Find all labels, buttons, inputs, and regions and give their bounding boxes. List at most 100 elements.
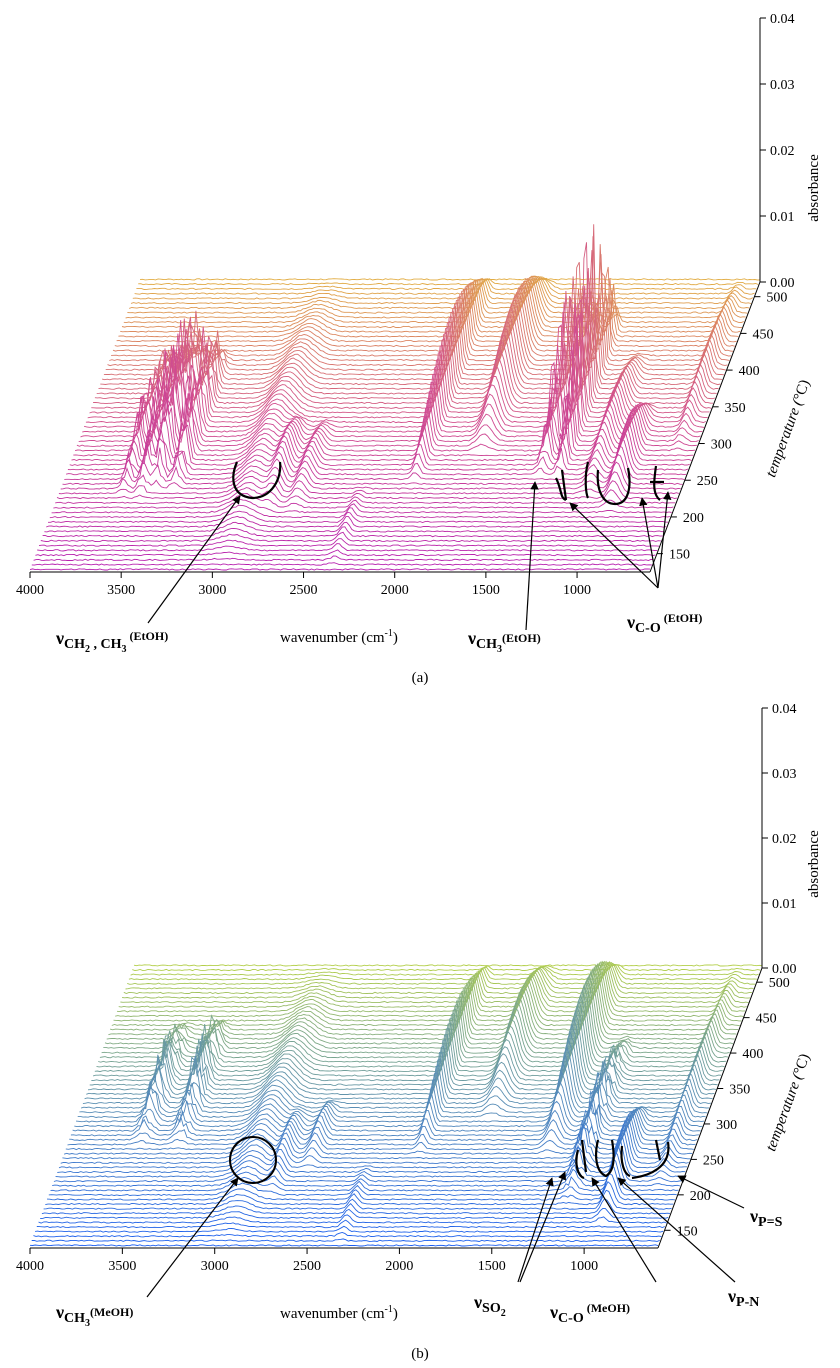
spectrum-line (130, 275, 752, 305)
spectrum-line (60, 1123, 689, 1164)
b-label-ch3: νCH3(MeOH) (55, 1302, 133, 1329)
a-xlabel: wavenumber (cm-1) (280, 628, 398, 646)
a-waterfall-surface (29, 224, 761, 571)
y-tick-label: 200 (690, 1189, 711, 1204)
spectrum-line (41, 1198, 670, 1215)
spectrum-line (132, 964, 761, 972)
spectrum-line (123, 276, 744, 324)
a-co-bracket-3 (650, 465, 664, 501)
spectrum-line (103, 976, 732, 1050)
spectrum-line (48, 1164, 677, 1197)
z-tick-label: 0.04 (772, 702, 797, 717)
spectrum-line (132, 275, 754, 300)
x-tick-label: 1500 (472, 583, 500, 598)
spectrum-line (70, 1101, 699, 1137)
spectrum-line (133, 964, 763, 967)
spectrum-line (40, 531, 661, 542)
spectrum-line (51, 498, 672, 514)
panel-b: 4000 3500 3000 2500 2000 1500 1000 150 200 250 300… (16, 702, 822, 1362)
spectrum-line (29, 1244, 659, 1247)
a-co-bracket-2 (596, 467, 631, 506)
spectrum-line (62, 1119, 691, 1160)
spectrum-line (35, 549, 656, 557)
spectrum-line (118, 960, 747, 1008)
spectrum-line (115, 961, 744, 1017)
spectrum-line (136, 277, 757, 290)
z-tick-label: 0.00 (772, 962, 797, 977)
spectrum-line (50, 1157, 679, 1192)
x-tick-label: 1000 (563, 583, 591, 598)
spectrum-line (65, 1113, 694, 1151)
spectrum-line (125, 961, 754, 990)
spectrum-line (107, 254, 728, 367)
spectrum-line (99, 983, 728, 1059)
spectrum-line (73, 384, 694, 457)
x-tick-label: 1500 (478, 1259, 506, 1274)
spectrum-line (120, 960, 749, 1004)
spectrum-line (122, 960, 751, 999)
spectrum-line (112, 287, 734, 352)
y-tick-label: 300 (716, 1118, 737, 1133)
b-arrow-pn (617, 1177, 736, 1283)
spectrum-line (111, 271, 732, 357)
spectrum-line (79, 1063, 708, 1114)
spectrum-line (42, 526, 663, 538)
a-ch2ch3-bracket (232, 461, 282, 500)
spectrum-line (56, 480, 678, 500)
z-tick-label: 0.03 (772, 767, 797, 782)
y-tick-label: 250 (697, 474, 718, 489)
x-tick-label: 2000 (385, 1259, 413, 1274)
spectrum-line (57, 1133, 686, 1174)
y-tick-label: 450 (756, 1012, 777, 1027)
x-tick-label: 2000 (381, 583, 409, 598)
spectrum-line (118, 280, 739, 338)
b-arrow-ps (677, 1175, 745, 1209)
b-so2-bracket (575, 1139, 588, 1180)
b-arrow-ch3 (146, 1177, 239, 1298)
spectrum-line (139, 278, 761, 281)
y-tick-label: 500 (766, 291, 787, 306)
spectrum-line (123, 961, 752, 995)
a-ch3-bracket (555, 469, 568, 502)
spectrum-line (33, 555, 654, 561)
a-ylabel: temperature (°C) (763, 378, 813, 480)
x-tick-label: 1000 (570, 1259, 598, 1274)
x-tick-label: 2500 (290, 583, 318, 598)
spectrum-line (128, 963, 757, 981)
a-zlabel: absorbance (806, 154, 822, 222)
spectrum-line (74, 372, 696, 452)
a-label-co: νC-O (EtOH) (626, 611, 702, 636)
spectrum-line (44, 521, 665, 533)
spectrum-line (69, 1101, 698, 1141)
spectrum-line (63, 1117, 693, 1155)
a-arrow-co-3 (657, 491, 672, 589)
spectrum-line (78, 349, 699, 443)
spectrum-line (46, 1172, 676, 1201)
spectrum-line (74, 1084, 703, 1128)
z-tick-label: 0.02 (772, 832, 797, 847)
b-arrow-co (591, 1177, 657, 1283)
y-tick-label: 350 (725, 401, 746, 416)
spectrum-line (67, 428, 689, 471)
y-tick-label: 200 (683, 511, 704, 526)
z-tick-label: 0.02 (770, 144, 795, 159)
y-axis-line (649, 281, 761, 573)
spectrum-line (127, 962, 756, 985)
x-tick-label: 4000 (16, 583, 44, 598)
b-ch3-circle (229, 1136, 277, 1184)
spectrum-line (120, 278, 741, 333)
x-tick-label: 3500 (107, 583, 135, 598)
spectrum-line (71, 391, 692, 462)
spectrum-line (75, 1079, 705, 1123)
spectrum-line (38, 1214, 667, 1224)
y-tick-label: 350 (729, 1083, 750, 1098)
panel-a: 4000 3500 3000 2500 2000 1500 1000 150 200 250 300… (16, 12, 822, 686)
spectrum-line (53, 1143, 682, 1183)
b-waterfall-surface (29, 960, 763, 1247)
spectrum-line (64, 443, 685, 481)
y-tick-label: 500 (769, 976, 790, 991)
y-tick-label: 150 (669, 548, 690, 563)
a-label-ch3: νCH3(EtOH) (467, 628, 541, 655)
a-arrow-ch3 (525, 481, 539, 631)
x-tick-label: 3000 (198, 583, 226, 598)
